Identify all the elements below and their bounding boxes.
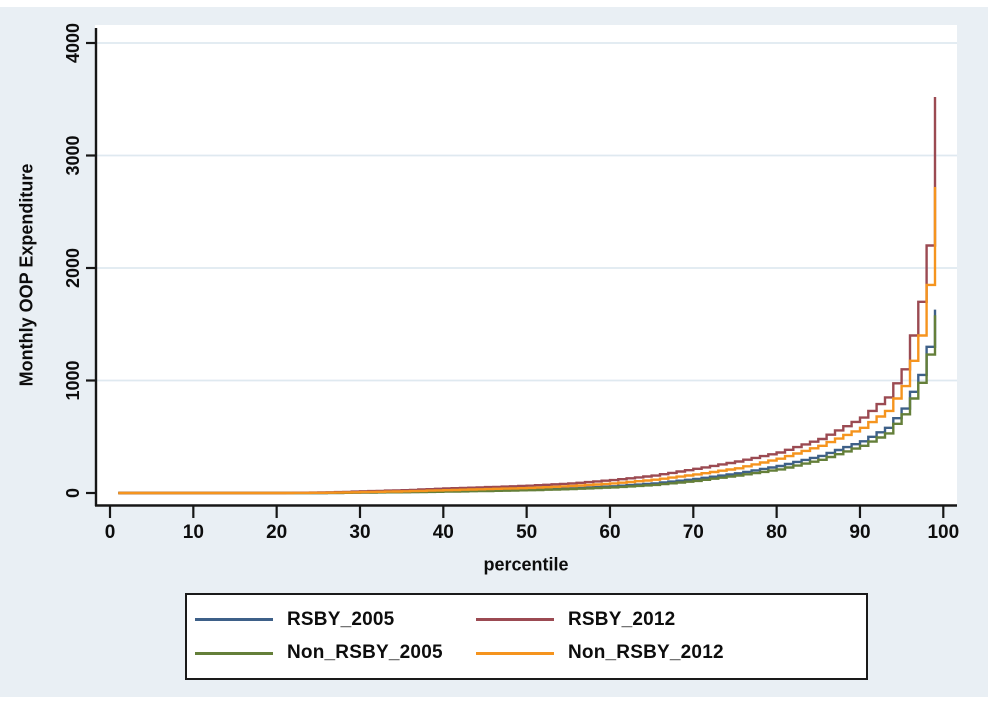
legend-label: RSBY_2012 xyxy=(568,608,676,630)
legend-label: Non_RSBY_2012 xyxy=(568,642,724,664)
x-tick-label-60: 60 xyxy=(599,522,620,543)
x-tick-label-50: 50 xyxy=(516,522,537,543)
legend-swatch-Non_RSBY_2012 xyxy=(476,651,554,655)
x-axis-title: percentile xyxy=(483,554,569,575)
legend-swatch-RSBY_2012 xyxy=(476,618,554,622)
y-axis-title: Monthly OOP Expenditure xyxy=(16,163,37,387)
x-tick-label-30: 30 xyxy=(349,522,370,543)
x-tick-label-0: 0 xyxy=(105,522,116,543)
x-tick-label-10: 10 xyxy=(183,522,204,543)
figure-background: 0 1000 2000 3000 4000 0 10 20 30 40 50 60 70 80 90 100 … xyxy=(0,7,988,697)
y-tick-label-4000: 4000 xyxy=(63,23,83,63)
x-tick-label-100: 100 xyxy=(927,522,959,543)
legend-item-Non_RSBY_2005: Non_RSBY_2005 xyxy=(195,640,476,666)
legend-box: RSBY_2005 RSBY_2012 Non_RSBY_2005 Non_RSBY_… xyxy=(185,593,868,680)
x-tick-label-40: 40 xyxy=(433,522,454,543)
x-tick-label-80: 80 xyxy=(766,522,787,543)
percentile-line-chart: 0 1000 2000 3000 4000 0 10 20 30 40 50 60 70 80 90 100 xyxy=(63,23,959,543)
y-tick-label-1000: 1000 xyxy=(63,360,83,400)
y-tick-label-0: 0 xyxy=(63,488,83,498)
legend-swatch-RSBY_2005 xyxy=(195,618,273,622)
x-tick-label-70: 70 xyxy=(683,522,704,543)
legend-label: RSBY_2005 xyxy=(287,608,395,630)
legend-item-Non_RSBY_2012: Non_RSBY_2012 xyxy=(476,640,866,666)
legend-label: Non_RSBY_2005 xyxy=(287,642,443,664)
series-line-Non_RSBY_2012 xyxy=(118,187,937,495)
legend-item-RSBY_2005: RSBY_2005 xyxy=(195,607,476,633)
x-tick-label-90: 90 xyxy=(849,522,870,543)
legend-swatch-Non_RSBY_2005 xyxy=(195,651,273,655)
x-tick-label-20: 20 xyxy=(266,522,287,543)
y-tick-label-2000: 2000 xyxy=(63,248,83,288)
y-tick-label-3000: 3000 xyxy=(63,135,83,175)
plot-area xyxy=(95,25,957,507)
legend-item-RSBY_2012: RSBY_2012 xyxy=(476,607,866,633)
